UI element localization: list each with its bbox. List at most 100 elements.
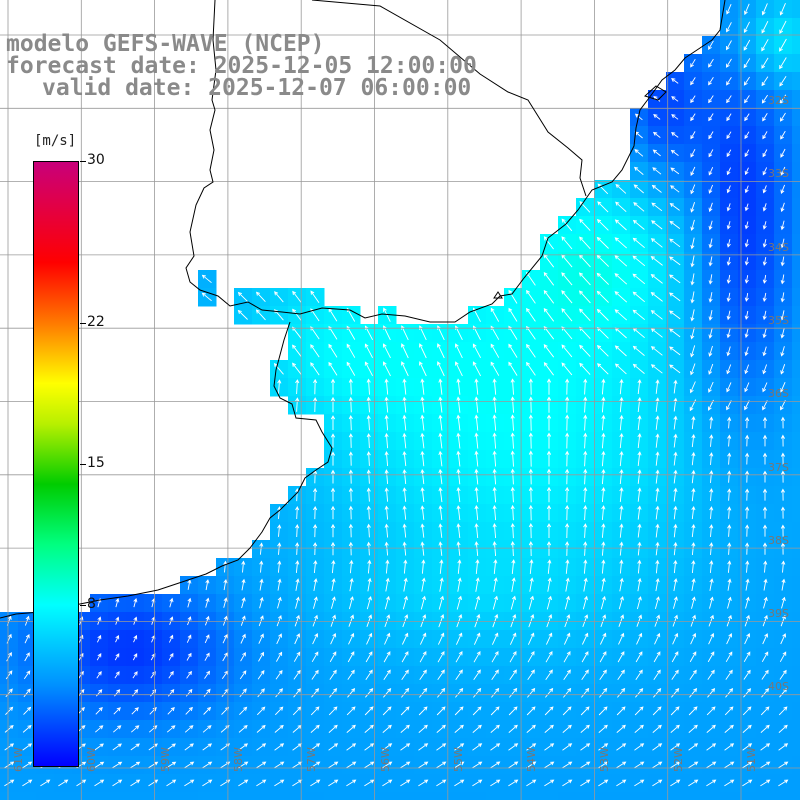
wind-arrow	[384, 469, 389, 484]
wind-arrow	[632, 363, 645, 374]
wind-arrow	[632, 291, 645, 303]
speed-cell	[18, 792, 37, 800]
wind-arrow	[634, 149, 644, 157]
wind-arrow	[310, 724, 320, 733]
latitude-label: 34S	[768, 240, 789, 254]
wind-arrow	[778, 724, 788, 733]
wind-arrow	[330, 469, 336, 484]
wind-arrow	[365, 669, 373, 680]
wind-arrow	[601, 396, 606, 413]
wind-arrow	[744, 310, 749, 320]
wind-arrow	[490, 724, 500, 733]
wind-arrow	[544, 706, 554, 716]
wind-arrow	[561, 272, 573, 286]
wind-arrow	[724, 743, 735, 751]
wind-arrow	[614, 255, 628, 267]
wind-arrow	[492, 504, 497, 521]
wind-arrow	[439, 559, 444, 574]
wind-arrow	[330, 396, 336, 413]
wind-arrow	[726, 328, 731, 339]
wind-arrow	[456, 414, 461, 431]
wind-arrow	[745, 560, 750, 573]
wind-arrow	[601, 378, 606, 395]
wind-arrow	[598, 743, 609, 751]
wind-arrow	[382, 706, 392, 716]
wind-arrow	[94, 761, 105, 769]
wind-arrow	[670, 706, 680, 716]
wind-arrow	[619, 577, 624, 592]
wind-arrow	[727, 560, 732, 573]
wind-arrow	[762, 239, 767, 248]
wind-arrow	[583, 432, 588, 449]
wind-arrow	[563, 669, 571, 681]
wind-arrow	[382, 343, 391, 359]
wind-arrow	[706, 724, 716, 733]
wind-arrow	[273, 362, 284, 375]
wind-arrow	[493, 559, 498, 574]
wind-arrow	[185, 706, 193, 715]
wind-arrow	[690, 632, 697, 645]
wind-arrow	[634, 761, 645, 769]
wind-arrow	[583, 523, 588, 538]
wind-arrow	[726, 364, 732, 375]
wind-arrow	[401, 343, 409, 359]
speed-cell	[378, 792, 397, 800]
wind-arrow	[744, 131, 750, 140]
wind-arrow	[780, 346, 785, 357]
wind-arrow	[615, 201, 627, 213]
wind-arrow	[614, 345, 627, 357]
wind-arrow	[724, 724, 734, 733]
wind-arrow	[328, 724, 338, 733]
wind-arrow	[529, 577, 534, 592]
wind-arrow	[708, 327, 713, 339]
wind-arrow	[5, 688, 13, 698]
wind-arrow	[780, 633, 787, 645]
wind-arrow	[579, 218, 591, 231]
wind-arrow	[580, 779, 591, 787]
wind-arrow	[133, 597, 138, 608]
wind-arrow	[778, 761, 789, 769]
wind-arrow	[546, 523, 552, 538]
wind-arrow	[669, 328, 681, 338]
wind-arrow	[690, 219, 695, 232]
speed-cell	[792, 648, 800, 667]
wind-arrow	[313, 578, 318, 591]
wind-arrow	[490, 343, 500, 358]
wind-arrow	[726, 221, 731, 230]
speed-cell	[792, 792, 800, 800]
wind-arrow	[780, 256, 785, 267]
wind-arrow	[596, 272, 610, 285]
wind-arrow	[651, 184, 662, 193]
wind-arrow	[382, 761, 393, 769]
speed-cell	[234, 792, 253, 800]
wind-arrow	[655, 523, 660, 538]
wind-arrow	[419, 650, 427, 663]
wind-arrow	[669, 346, 681, 356]
wind-arrow	[744, 185, 749, 194]
wind-arrow	[293, 669, 301, 680]
wind-arrow	[96, 671, 102, 679]
wind-arrow	[708, 220, 713, 231]
wind-arrow	[743, 669, 751, 680]
wind-arrow	[313, 487, 318, 502]
wind-arrow	[726, 185, 731, 194]
wind-arrow	[707, 687, 716, 698]
wind-arrow	[457, 559, 462, 574]
wind-arrow	[579, 344, 591, 357]
wind-arrow	[583, 396, 588, 413]
wind-arrow	[655, 415, 660, 430]
wind-arrow	[237, 309, 248, 320]
wind-arrow	[779, 3, 786, 16]
wind-arrow	[330, 505, 336, 520]
wind-arrow	[688, 706, 698, 716]
wind-arrow	[724, 761, 735, 769]
wind-arrow	[349, 577, 354, 592]
wind-arrow	[706, 706, 716, 716]
wind-arrow	[203, 706, 212, 715]
wind-arrow	[166, 761, 177, 769]
wind-arrow	[637, 469, 642, 484]
wind-arrow	[364, 361, 373, 377]
wind-arrow	[580, 761, 591, 769]
wind-arrow	[130, 779, 141, 787]
wind-arrow	[763, 596, 768, 609]
